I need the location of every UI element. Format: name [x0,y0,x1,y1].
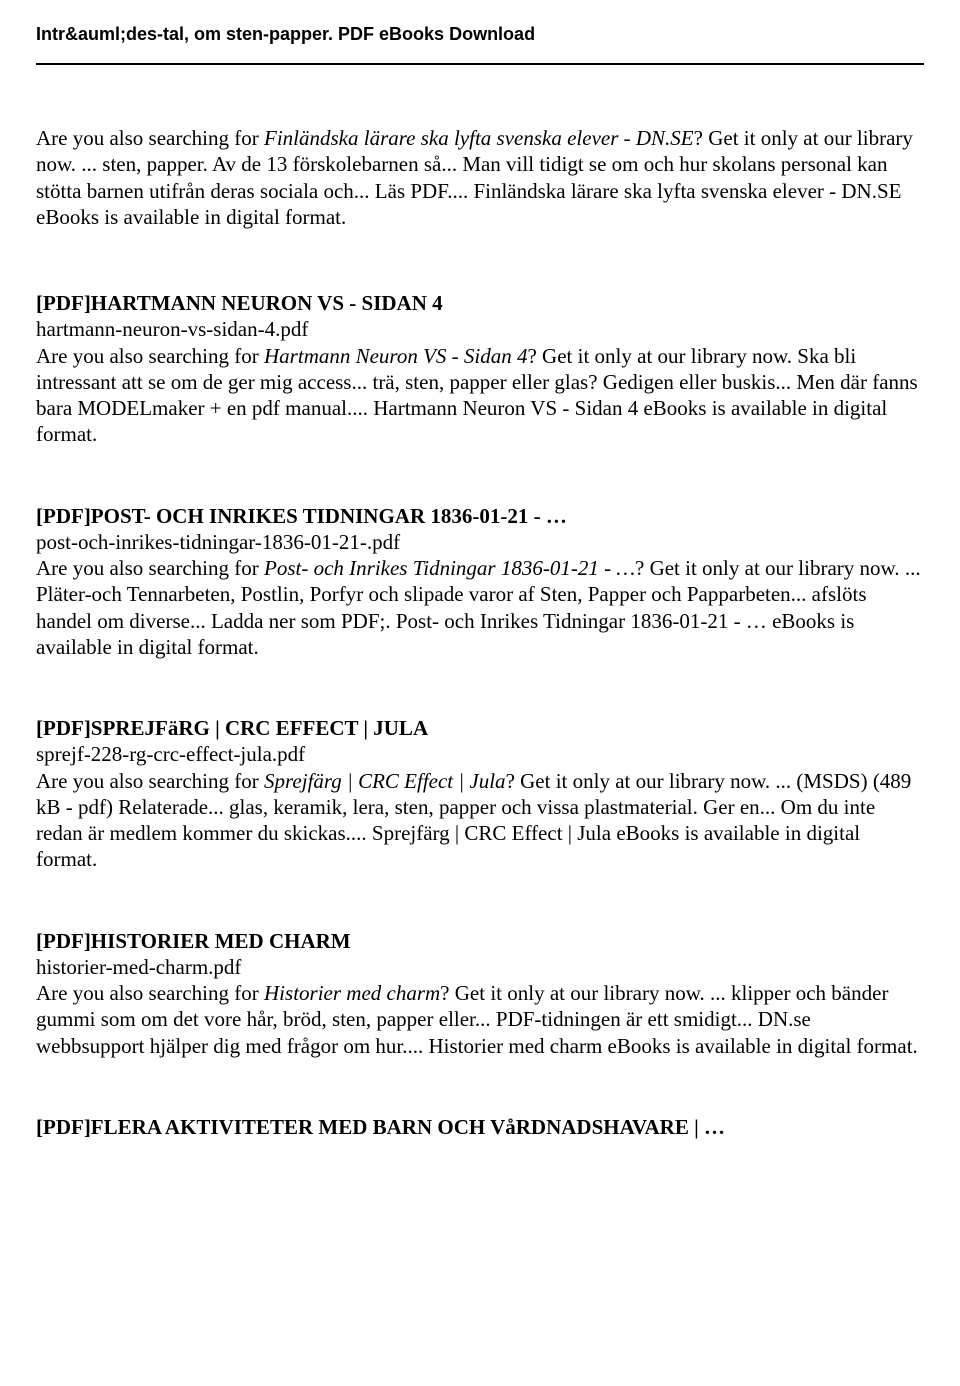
last-entry-title: [PDF]FLERA AKTIVITETER MED BARN OCH VåRD… [36,1114,924,1140]
entry-body: Are you also searching for Sprejfärg | C… [36,768,924,873]
header-divider [36,63,924,65]
entry-filename: post-och-inrikes-tidningar-1836-01-21-.p… [36,529,924,555]
entry-title: [PDF]HISTORIER MED CHARM [36,928,924,954]
entry-body: Are you also searching for Historier med… [36,980,924,1059]
entry: [PDF]SPREJFäRG | CRC EFFECT | JULA sprej… [36,715,924,873]
entry-body: Are you also searching for Post- och Inr… [36,555,924,660]
entry-filename: sprejf-228-rg-crc-effect-jula.pdf [36,741,924,767]
entry-body: Are you also searching for Hartmann Neur… [36,343,924,448]
entry: [PDF]HISTORIER MED CHARM historier-med-c… [36,928,924,1059]
intro-prefix: Are you also searching for [36,126,264,150]
entry-body-prefix: Are you also searching for [36,981,264,1005]
page-container: Intr&auml;des-tal, om sten-papper. PDF e… [0,0,960,1176]
entry-body-prefix: Are you also searching for [36,344,264,368]
entry-body-italic: Sprejfärg | CRC Effect | Jula [264,769,506,793]
entry-title: [PDF]HARTMANN NEURON VS - SIDAN 4 [36,290,924,316]
entry-body-prefix: Are you also searching for [36,556,264,580]
entry-body-italic: Hartmann Neuron VS - Sidan 4 [264,344,527,368]
entry-title: [PDF]SPREJFäRG | CRC EFFECT | JULA [36,715,924,741]
entry: [PDF]POST- OCH INRIKES TIDNINGAR 1836-01… [36,503,924,661]
entry-body-italic: Historier med charm [264,981,440,1005]
entry-body-prefix: Are you also searching for [36,769,264,793]
intro-paragraph: Are you also searching for Finländska lä… [36,125,924,230]
page-header-title: Intr&auml;des-tal, om sten-papper. PDF e… [36,24,924,45]
entry-filename: historier-med-charm.pdf [36,954,924,980]
entry: [PDF]HARTMANN NEURON VS - SIDAN 4 hartma… [36,290,924,448]
entry-title: [PDF]POST- OCH INRIKES TIDNINGAR 1836-01… [36,503,924,529]
entry-body-italic: Post- och Inrikes Tidningar 1836-01-21 -… [264,556,635,580]
intro-italic: Finländska lärare ska lyfta svenska elev… [264,126,694,150]
entry-filename: hartmann-neuron-vs-sidan-4.pdf [36,316,924,342]
